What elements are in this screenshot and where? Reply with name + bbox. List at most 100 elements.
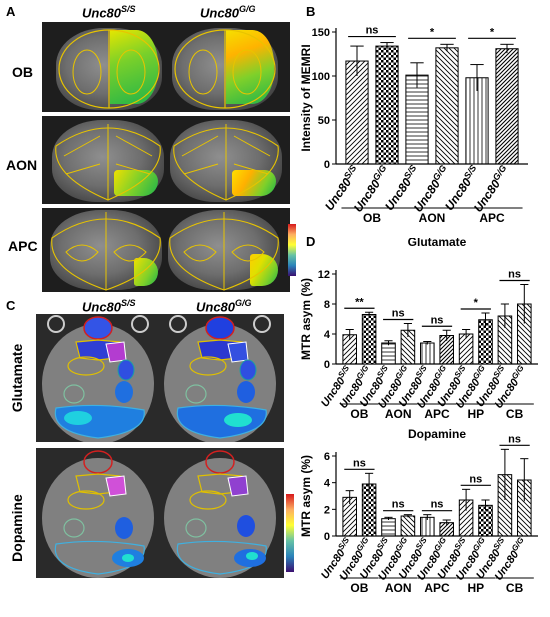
memri-overlay-aon-gg xyxy=(232,170,276,196)
bar xyxy=(375,45,399,165)
significance-label: ns xyxy=(392,308,405,320)
group-label: AON xyxy=(385,407,412,421)
significance-label: ** xyxy=(355,296,364,308)
group-label: CB xyxy=(506,581,524,595)
group-label: HP xyxy=(467,407,484,421)
x-tick-label-superscript: S/S xyxy=(414,363,429,379)
y-axis-label: MTR asym (%) xyxy=(299,455,313,537)
x-tick-label-superscript: G/G xyxy=(371,163,389,182)
x-tick-label-superscript: G/G xyxy=(355,536,371,553)
roi-outlines-ob xyxy=(58,29,276,109)
significance-label: ns xyxy=(366,25,379,37)
x-tick-label-superscript: G/G xyxy=(432,536,448,553)
roi-outlines-aon xyxy=(55,124,279,201)
significance-label: ns xyxy=(469,473,482,485)
x-tick-label-superscript: G/G xyxy=(510,536,526,553)
significance-label: ns xyxy=(508,433,521,445)
group-label: AON xyxy=(385,581,412,595)
mri-panel-ob xyxy=(42,22,290,112)
row-label-dopamine-text: Dopamine xyxy=(9,494,25,562)
y-tick-label: 0 xyxy=(324,531,330,543)
significance-label: ns xyxy=(431,499,444,511)
y-tick-label: 12 xyxy=(318,269,330,281)
y-tick-label: 0 xyxy=(324,359,330,371)
x-tick-label-superscript: G/G xyxy=(471,536,487,553)
x-tick-label-superscript: G/G xyxy=(471,364,487,381)
significance-label: ns xyxy=(431,314,444,326)
memri-overlay-apc-ss xyxy=(134,258,158,286)
genotype-superscript: S/S xyxy=(121,4,136,14)
x-tick-label-superscript: S/S xyxy=(491,363,506,379)
bar xyxy=(405,74,429,165)
colorbar-c xyxy=(286,494,294,572)
genotype-name: Unc80 xyxy=(82,299,122,315)
group-label: OB xyxy=(363,211,381,225)
memri-overlay-aon-ss xyxy=(114,170,158,196)
colorbar-a xyxy=(288,224,296,276)
row-label-ob: OB xyxy=(12,64,33,80)
genotype-name: Unc80 xyxy=(196,299,236,315)
x-tick-label-superscript: G/G xyxy=(431,163,449,182)
chart-title: Glutamate xyxy=(408,238,467,249)
x-tick-label-superscript: S/S xyxy=(375,535,390,551)
x-tick-label-superscript: G/G xyxy=(432,364,448,381)
y-tick-label: 4 xyxy=(324,478,331,490)
group-label: OB xyxy=(350,407,368,421)
genotype-name: Unc80 xyxy=(82,5,122,21)
row-label-apc: APC xyxy=(8,238,38,254)
roi-outlines-apc xyxy=(51,212,279,291)
group-label: HP xyxy=(467,581,484,595)
x-tick-label-superscript: G/G xyxy=(355,364,371,381)
bar xyxy=(400,515,416,537)
group-label: APC xyxy=(479,211,505,225)
y-tick-label: 6 xyxy=(324,451,330,463)
panel-b-label: B xyxy=(306,4,316,19)
significance-label: ns xyxy=(508,269,521,281)
cest-panel-dopamine xyxy=(36,448,284,578)
y-tick-label: 4 xyxy=(324,329,331,341)
significance-label: ns xyxy=(353,457,366,469)
bar xyxy=(420,342,435,365)
genotype-superscript: G/G xyxy=(235,298,252,308)
group-label: APC xyxy=(424,407,450,421)
x-tick-label-superscript: S/S xyxy=(336,535,351,551)
x-tick-label-superscript: S/S xyxy=(336,363,351,379)
y-axis-label: MTR asym (%) xyxy=(299,278,313,360)
x-tick-label-superscript: S/S xyxy=(453,363,468,379)
genotype-superscript: S/S xyxy=(121,298,136,308)
group-label: APC xyxy=(424,581,450,595)
x-tick-label-superscript: G/G xyxy=(393,536,409,553)
cest-brain-glutamate xyxy=(42,315,276,442)
panel-c-label: C xyxy=(6,298,16,313)
x-tick-label-superscript: G/G xyxy=(491,163,509,182)
significance-label: ns xyxy=(392,499,405,511)
mri-panel-aon xyxy=(42,116,290,204)
mri-panel-apc xyxy=(42,208,290,292)
significance-label: * xyxy=(490,26,495,38)
y-tick-label: 8 xyxy=(324,299,330,311)
chart-title: Dopamine xyxy=(408,427,466,441)
y-tick-label: 2 xyxy=(324,504,330,516)
row-label-glutamate-text: Glutamate xyxy=(9,343,25,413)
bar xyxy=(381,518,396,537)
bar xyxy=(435,47,459,165)
x-tick-label-superscript: S/S xyxy=(375,363,390,379)
group-label: OB xyxy=(350,581,368,595)
x-tick-label-superscript: G/G xyxy=(393,364,409,381)
x-tick-label-superscript: S/S xyxy=(414,535,429,551)
genotype-superscript: G/G xyxy=(239,4,256,14)
cest-panel-glutamate xyxy=(36,314,284,442)
significance-label: * xyxy=(430,26,435,38)
x-tick-label-superscript: S/S xyxy=(453,535,468,551)
row-label-aon: AON xyxy=(6,157,38,173)
y-tick-label: 0 xyxy=(324,159,330,171)
y-tick-label: 150 xyxy=(312,27,330,39)
significance-label: * xyxy=(474,297,479,309)
genotype-gg-label-a: Unc80G/G xyxy=(200,4,256,20)
genotype-ss-label-c: Unc80S/S xyxy=(82,298,136,314)
genotype-name: Unc80 xyxy=(200,5,240,21)
panel-d-label: D xyxy=(306,234,316,249)
